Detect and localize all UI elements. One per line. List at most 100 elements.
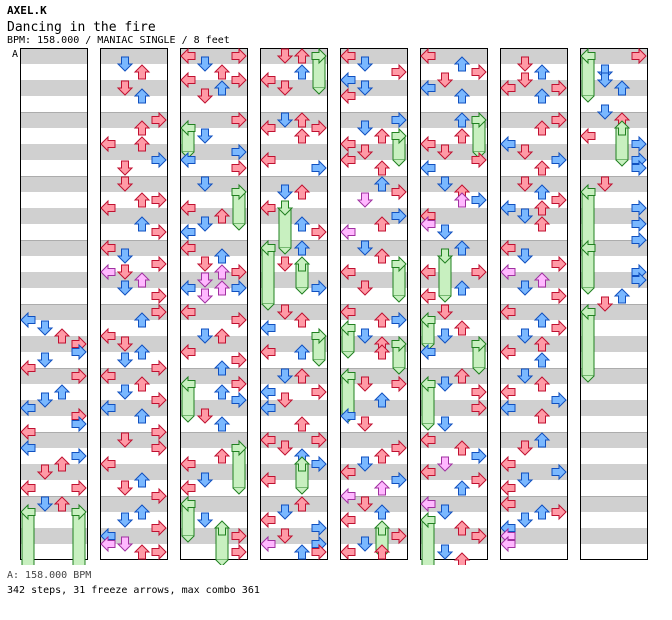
freeze-arrow-tail bbox=[392, 159, 406, 167]
beat-band bbox=[20, 272, 88, 288]
step-arrow bbox=[437, 544, 453, 560]
step-arrow bbox=[551, 192, 567, 208]
step-arrow bbox=[580, 128, 596, 144]
beat-band bbox=[580, 368, 648, 384]
step-arrow bbox=[454, 320, 470, 336]
step-arrow bbox=[374, 448, 390, 464]
step-arrow bbox=[37, 320, 53, 336]
beat-band bbox=[260, 144, 328, 160]
beat-band bbox=[500, 272, 568, 288]
beat-band bbox=[420, 464, 488, 480]
column-border bbox=[180, 48, 248, 560]
freeze-arrow-tail bbox=[472, 367, 486, 375]
beat-band bbox=[180, 400, 248, 416]
beat-band bbox=[420, 368, 488, 384]
step-arrow bbox=[471, 448, 487, 464]
step-arrow bbox=[294, 128, 310, 144]
step-arrow bbox=[180, 480, 196, 496]
step-arrow bbox=[151, 224, 167, 240]
beat-band bbox=[180, 496, 248, 512]
freeze-arrow-tail bbox=[312, 359, 326, 367]
beat-band bbox=[180, 208, 248, 224]
step-arrow bbox=[54, 384, 70, 400]
beat-band bbox=[260, 176, 328, 192]
chart-meta: BPM: 158.000 / MANIAC SINGLE / 8 feet bbox=[7, 35, 230, 46]
beat-band bbox=[500, 80, 568, 96]
beat-band bbox=[20, 464, 88, 480]
beat-band bbox=[420, 208, 488, 224]
beat-band bbox=[100, 240, 168, 256]
step-arrow bbox=[311, 160, 327, 176]
step-arrow bbox=[37, 352, 53, 368]
beat-band bbox=[100, 48, 168, 64]
freeze-arrow-tail bbox=[341, 351, 355, 359]
freeze-arrow-tail bbox=[438, 295, 452, 303]
step-arrow bbox=[151, 544, 167, 560]
step-arrow bbox=[454, 480, 470, 496]
beat-band bbox=[420, 432, 488, 448]
beat-band bbox=[180, 112, 248, 128]
step-arrow bbox=[231, 544, 247, 560]
beat-band bbox=[100, 208, 168, 224]
step-arrow bbox=[214, 384, 230, 400]
chart-column bbox=[100, 48, 168, 560]
beat-band bbox=[100, 368, 168, 384]
beat-band bbox=[340, 464, 408, 480]
beat-band bbox=[500, 208, 568, 224]
beat-band bbox=[100, 432, 168, 448]
beat-band bbox=[580, 80, 648, 96]
beat-band bbox=[100, 176, 168, 192]
beat-band bbox=[340, 400, 408, 416]
step-arrow bbox=[294, 416, 310, 432]
step-arrow bbox=[294, 544, 310, 560]
beat-band bbox=[420, 304, 488, 320]
beat-band bbox=[260, 368, 328, 384]
step-arrow bbox=[454, 192, 470, 208]
beat-band bbox=[260, 464, 328, 480]
beat-band bbox=[580, 304, 648, 320]
step-arrow bbox=[277, 256, 293, 272]
beat-band bbox=[340, 336, 408, 352]
chart-column bbox=[340, 48, 408, 560]
step-arrow bbox=[357, 416, 373, 432]
step-arrow bbox=[311, 384, 327, 400]
beat-band bbox=[420, 112, 488, 128]
freeze-arrow-tail bbox=[581, 95, 595, 103]
beat-band bbox=[20, 304, 88, 320]
freeze-arrow-tail bbox=[581, 375, 595, 383]
step-arrow bbox=[551, 256, 567, 272]
column-border bbox=[20, 48, 88, 560]
beat-band bbox=[100, 144, 168, 160]
freeze-arrow-tail bbox=[421, 423, 435, 431]
step-arrow bbox=[117, 480, 133, 496]
beat-band bbox=[340, 496, 408, 512]
step-arrow bbox=[534, 64, 550, 80]
beat-band bbox=[100, 528, 168, 544]
step-arrow bbox=[437, 224, 453, 240]
beat-band bbox=[20, 176, 88, 192]
beat-band bbox=[580, 336, 648, 352]
beat-band bbox=[260, 80, 328, 96]
step-arrow bbox=[231, 160, 247, 176]
beat-band bbox=[180, 272, 248, 288]
beat-band bbox=[420, 496, 488, 512]
beat-band bbox=[580, 240, 648, 256]
step-arrow bbox=[214, 448, 230, 464]
step-arrow bbox=[420, 288, 436, 304]
freeze-arrow-tail bbox=[312, 87, 326, 95]
chart-columns bbox=[20, 48, 648, 565]
step-arrow bbox=[551, 288, 567, 304]
beat-band bbox=[500, 240, 568, 256]
beat-band bbox=[20, 80, 88, 96]
beat-band bbox=[340, 208, 408, 224]
freeze-arrow bbox=[21, 511, 35, 565]
freeze-arrow-tail bbox=[581, 287, 595, 295]
beat-band bbox=[340, 528, 408, 544]
freeze-arrow-tail bbox=[232, 223, 246, 231]
artist-name: AXEL.K bbox=[7, 4, 47, 17]
beat-band bbox=[580, 48, 648, 64]
song-title: Dancing in the fire bbox=[7, 20, 156, 35]
step-arrow bbox=[471, 192, 487, 208]
beat-band bbox=[180, 304, 248, 320]
column-border bbox=[340, 48, 408, 560]
